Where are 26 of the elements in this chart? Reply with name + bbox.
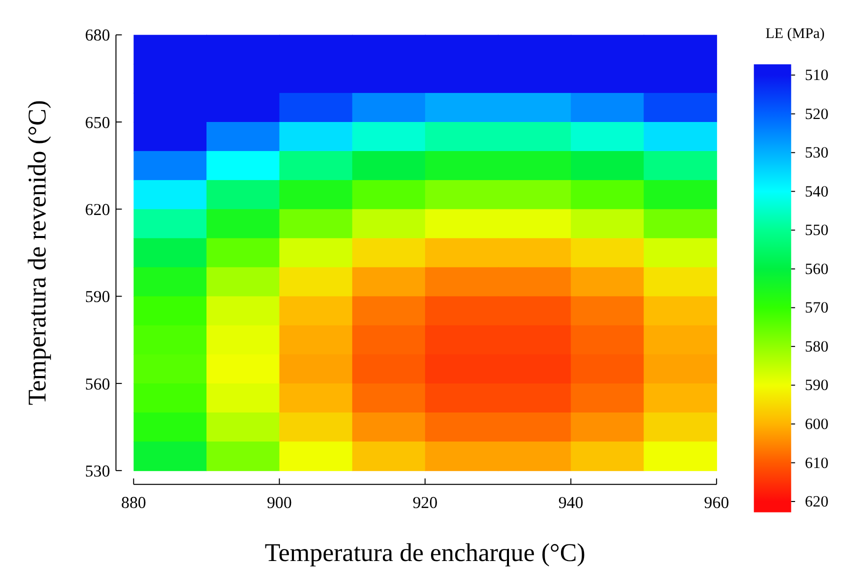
color-bar-label: 520 [804, 106, 829, 123]
color-bar-label: 590 [804, 377, 829, 394]
y-tick-label: 680 [85, 26, 110, 45]
y-axis-title: Temperatura de revenido (°C) [22, 100, 52, 406]
y-tick-label: 590 [85, 287, 110, 306]
x-tick-label: 920 [412, 492, 438, 512]
legend-title: LE (MPa) [765, 26, 825, 42]
y-tick-label: 650 [85, 112, 110, 132]
color-bar-label: 550 [804, 222, 829, 240]
color-bar-label: 600 [804, 416, 829, 433]
x-tick-label: 960 [704, 492, 730, 512]
color-bar-label: 560 [804, 260, 829, 278]
y-tick-label: 620 [85, 200, 110, 219]
color-bar-label: 580 [804, 338, 829, 356]
x-tick-label: 900 [266, 492, 292, 512]
color-bar-label: 620 [804, 494, 829, 511]
color-bar-label: 540 [804, 183, 829, 200]
color-bar-label: 610 [804, 454, 829, 472]
x-tick-label: 940 [558, 492, 584, 512]
y-tick-label: 560 [85, 374, 110, 394]
x-axis-title: Temperatura de encharque (°C) [264, 538, 586, 567]
color-bar-label: 510 [804, 67, 829, 84]
y-tick-label: 530 [85, 461, 110, 480]
x-tick-label: 880 [121, 492, 146, 512]
color-bar-label: 570 [804, 300, 829, 317]
color-bar-label: 530 [804, 144, 829, 162]
